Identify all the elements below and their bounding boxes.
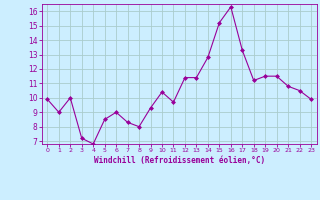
X-axis label: Windchill (Refroidissement éolien,°C): Windchill (Refroidissement éolien,°C) <box>94 156 265 165</box>
